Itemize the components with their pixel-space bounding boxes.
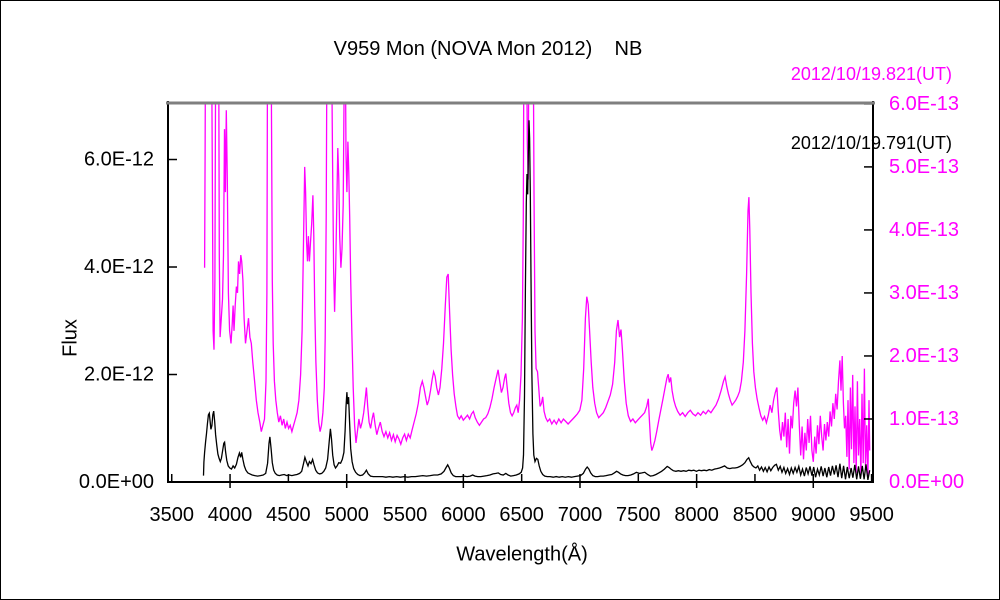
legend-entry-magenta-spectrum: 2012/10/19.821(UT) bbox=[790, 64, 952, 84]
spectrum-line-magenta bbox=[203, 102, 871, 476]
y-right-tick-label: 0.0E+00 bbox=[889, 471, 964, 493]
chart-title: V959 Mon (NOVA Mon 2012) NB bbox=[333, 38, 643, 60]
spectrum-line-black bbox=[202, 120, 871, 481]
y-right-tick-label: 5.0E-13 bbox=[889, 156, 959, 178]
x-axis-title: Wavelength(Å) bbox=[456, 543, 588, 566]
x-tick-label: 5500 bbox=[383, 504, 428, 526]
x-tick-label: 8500 bbox=[733, 504, 778, 526]
y-left-tick-label: 4.0E-12 bbox=[84, 256, 154, 278]
y-left-tick-label: 2.0E-12 bbox=[84, 364, 154, 386]
x-tick-label: 5000 bbox=[324, 504, 369, 526]
x-tick-label: 3500 bbox=[149, 504, 194, 526]
legend-entry-black-spectrum: 2012/10/19.791(UT) bbox=[790, 133, 952, 153]
y-left-tick-label: 6.0E-12 bbox=[84, 149, 154, 171]
x-tick-label: 9000 bbox=[791, 504, 836, 526]
y-right-tick-label: 1.0E-13 bbox=[889, 408, 959, 430]
y-axis-title: Flux bbox=[59, 319, 82, 357]
y-right-tick-label: 2.0E-13 bbox=[889, 345, 959, 367]
x-tick-label: 6500 bbox=[499, 504, 544, 526]
y-left-tick-label: 0.0E+00 bbox=[79, 471, 154, 493]
x-tick-label: 4500 bbox=[266, 504, 311, 526]
y-right-tick-label: 6.0E-13 bbox=[889, 93, 959, 115]
x-tick-label: 9500 bbox=[849, 504, 894, 526]
y-right-tick-label: 4.0E-13 bbox=[889, 219, 959, 241]
x-tick-label: 7000 bbox=[558, 504, 603, 526]
x-tick-label: 7500 bbox=[616, 504, 661, 526]
y-right-tick-label: 3.0E-13 bbox=[889, 282, 959, 304]
x-tick-label: 6000 bbox=[441, 504, 486, 526]
legend: 2012/10/19.821(UT) 2012/10/19.791(UT) bbox=[791, 17, 952, 201]
x-tick-label: 4000 bbox=[208, 504, 253, 526]
x-tick-label: 8000 bbox=[674, 504, 719, 526]
